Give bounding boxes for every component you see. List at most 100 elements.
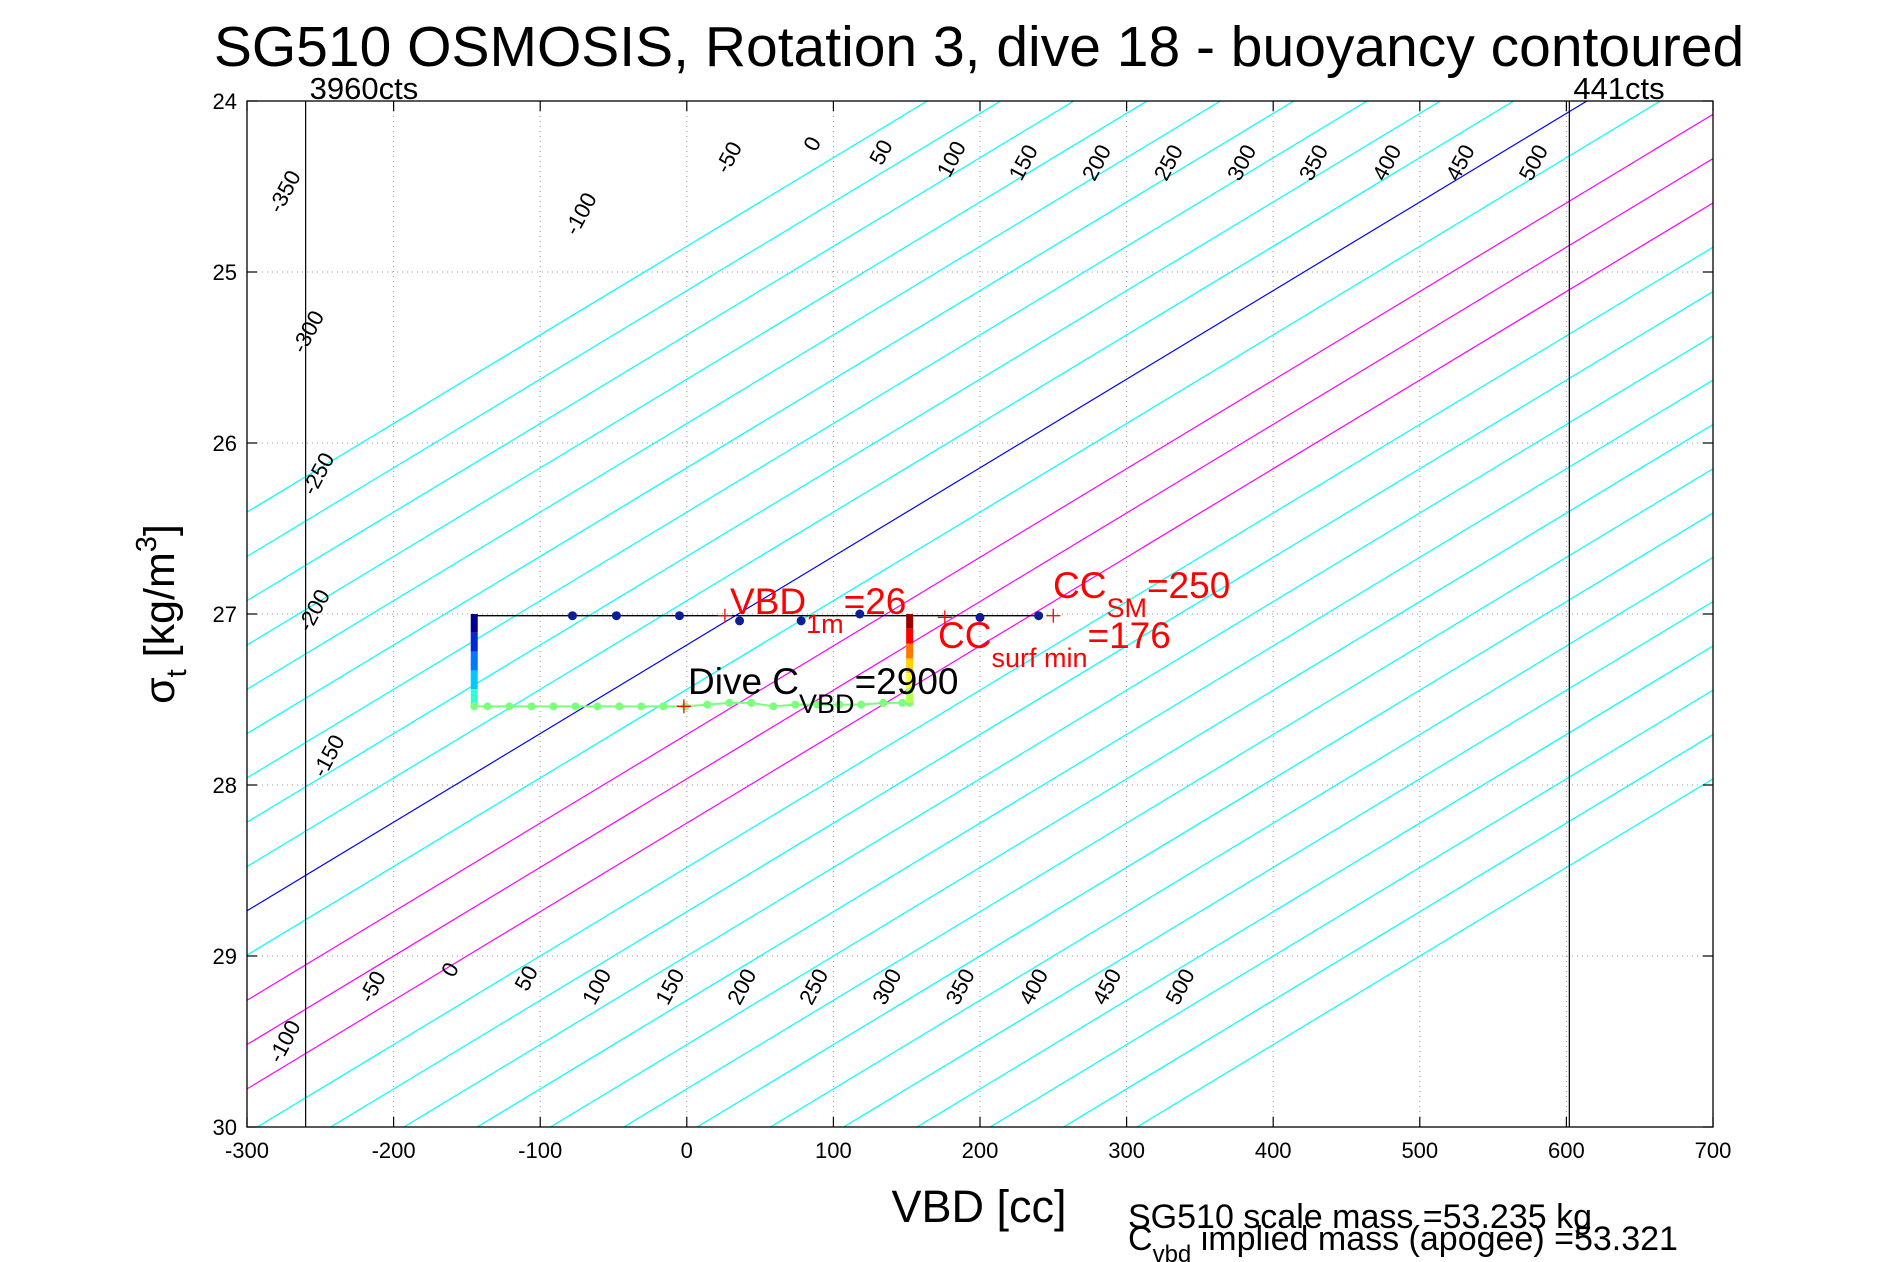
bottom-point xyxy=(747,698,756,707)
y-axis-label: σt [kg/m3] xyxy=(131,524,193,704)
contour-line xyxy=(247,202,1713,1090)
contour-label: 250 xyxy=(1149,140,1188,184)
annotations: VBD1m=26 CCSM=250 CCsurf min=176 Dive CV… xyxy=(688,565,1230,719)
contour-label: -250 xyxy=(297,448,340,499)
contour-labels: -350-300-250-200-150-100-50 0 50 100 150 200 2… xyxy=(263,132,1553,1066)
red-plus-marker xyxy=(937,610,952,625)
bottom-point xyxy=(659,702,668,711)
contour-line xyxy=(247,101,1148,646)
contour-line xyxy=(1136,778,1713,1127)
contour-label: 0 xyxy=(798,132,826,155)
x-tick-label: -200 xyxy=(372,1138,416,1163)
contour-label: 250 xyxy=(794,965,833,1009)
bottom-point xyxy=(483,702,492,711)
contour-label: -100 xyxy=(263,1016,306,1067)
dive-point xyxy=(1034,611,1044,621)
y-tick-label: 30 xyxy=(213,1115,237,1140)
contour-line xyxy=(247,101,928,513)
contour-label: 0 xyxy=(436,958,464,981)
contour-label: 400 xyxy=(1014,965,1053,1009)
dive-point xyxy=(855,609,865,619)
red-plus-marker xyxy=(676,699,691,714)
bottom-point xyxy=(857,700,866,709)
bottom-point xyxy=(527,702,536,711)
axis-ticks: -300 -200 -100 0 100 200 300 400 500 600 700242526… xyxy=(213,89,1732,1163)
contour-line xyxy=(247,101,1514,868)
x-tick-label: 500 xyxy=(1401,1138,1438,1163)
contour-label: 500 xyxy=(1160,965,1199,1009)
x-tick-label: 600 xyxy=(1548,1138,1585,1163)
y-tick-label: 26 xyxy=(213,431,237,456)
bottom-point xyxy=(505,702,514,711)
bottom-line xyxy=(474,701,910,708)
contour-line xyxy=(550,423,1713,1127)
x-tick-label: 200 xyxy=(962,1138,999,1163)
vbd-1m-annotation: VBD1m=26 xyxy=(730,581,906,639)
y-tick-label: 27 xyxy=(213,602,237,627)
counts-label: 3960cts xyxy=(310,71,419,106)
y-tick-label: 24 xyxy=(213,89,237,114)
x-tick-label: -100 xyxy=(518,1138,562,1163)
bottom-point xyxy=(593,702,602,711)
bottom-point xyxy=(835,700,844,709)
contour-label: 100 xyxy=(932,137,971,181)
contour-line xyxy=(476,379,1713,1127)
contour-line xyxy=(247,101,1221,691)
contour-label: 150 xyxy=(1004,140,1043,184)
contour-label: -100 xyxy=(559,188,602,239)
x-tick-label: 400 xyxy=(1255,1138,1292,1163)
contour-label: 450 xyxy=(1440,140,1479,184)
y-tick-label: 28 xyxy=(213,773,237,798)
contour-line xyxy=(916,645,1713,1127)
contour-line xyxy=(696,512,1713,1127)
contour-label: 300 xyxy=(867,965,906,1009)
bottom-point xyxy=(769,702,778,711)
bottom-point xyxy=(725,698,734,707)
bottom-point xyxy=(898,698,907,707)
contour-line xyxy=(247,101,1075,602)
contour-line xyxy=(247,101,1368,779)
contour-line xyxy=(247,101,1661,956)
contour-label: -50 xyxy=(710,137,747,177)
bottom-point xyxy=(470,702,479,711)
contour-line xyxy=(256,246,1713,1127)
contour-line xyxy=(247,101,1001,558)
implied-mass-text: Cvbd implied mass (apogee) =53.321 xyxy=(1128,1220,1678,1262)
dive-cvbd-annotation: Dive CVBD=2900 xyxy=(688,661,958,719)
x-tick-label: 100 xyxy=(815,1138,852,1163)
contour-label: 350 xyxy=(941,965,980,1009)
buoyancy-contours xyxy=(247,101,1713,1127)
contour-label: 50 xyxy=(509,961,543,994)
contour-line xyxy=(770,556,1713,1127)
bottom-point xyxy=(813,700,822,709)
contour-label: -350 xyxy=(263,166,306,217)
counts-lines: 3960cts 441cts xyxy=(305,71,1665,1127)
y-tick-label: 29 xyxy=(213,944,237,969)
contour-label: 400 xyxy=(1367,140,1406,184)
contour-line xyxy=(247,113,1713,1002)
contour-line xyxy=(1063,733,1713,1127)
contour-label: 500 xyxy=(1514,140,1553,184)
contour-label: 50 xyxy=(864,136,898,169)
contour-line xyxy=(247,101,1588,912)
chart-title: SG510 OSMOSIS, Rotation 3, dive 18 - buo… xyxy=(214,15,1744,79)
bottom-point xyxy=(637,702,646,711)
x-tick-label: 300 xyxy=(1108,1138,1145,1163)
bottom-point xyxy=(571,702,580,711)
bottom-point xyxy=(703,700,712,709)
bottom-point xyxy=(791,700,800,709)
contour-line xyxy=(330,290,1713,1127)
dive-point xyxy=(735,616,745,626)
contour-label: -200 xyxy=(292,585,335,636)
x-tick-label: 700 xyxy=(1695,1138,1732,1163)
bottom-point xyxy=(615,702,624,711)
contour-line xyxy=(989,689,1713,1127)
cc-sm-annotation: CCSM=250 xyxy=(1053,565,1230,623)
contour-line xyxy=(623,467,1713,1127)
contour-label: 200 xyxy=(1077,140,1116,184)
contour-line xyxy=(843,600,1713,1127)
dive-point xyxy=(975,612,985,622)
cc-surf-min-annotation: CCsurf min=176 xyxy=(938,615,1171,673)
red-plus-marker xyxy=(1046,608,1061,623)
footer-text: SG510 scale mass =53.235 kg Cvbd implied… xyxy=(1128,1198,1678,1262)
